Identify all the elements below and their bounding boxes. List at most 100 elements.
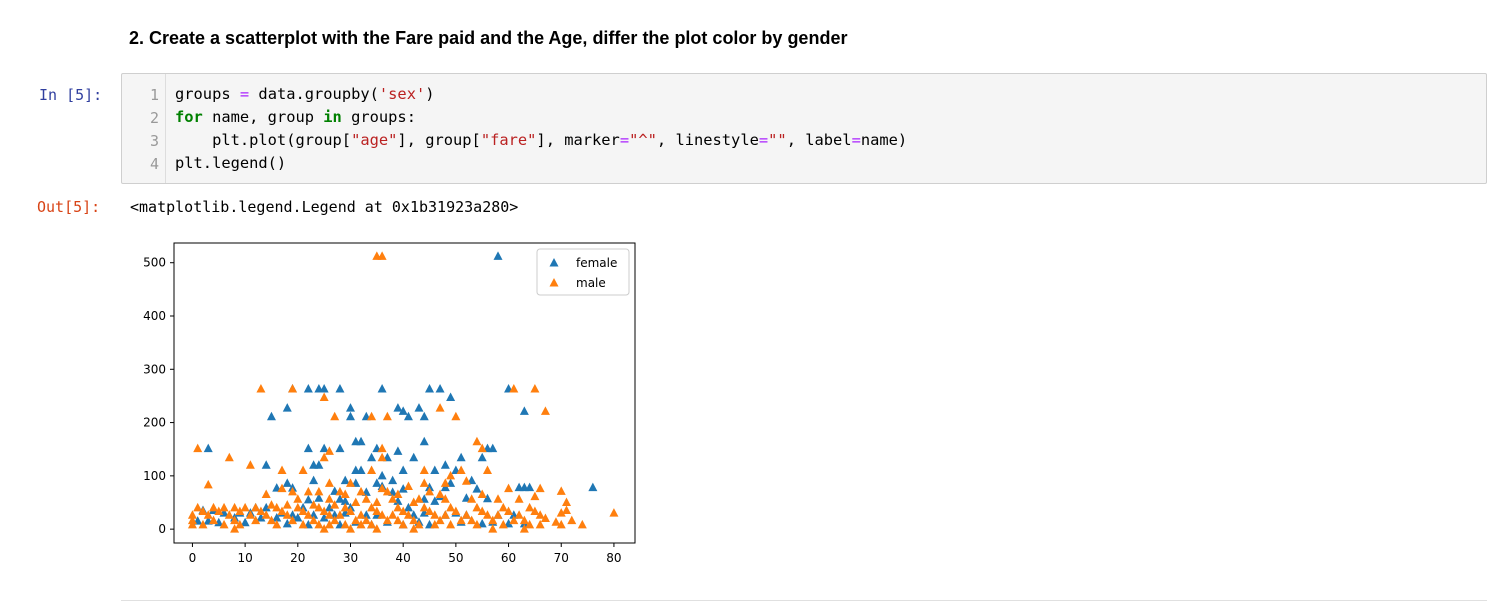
male-point xyxy=(224,452,234,462)
male-point xyxy=(440,510,450,519)
male-point xyxy=(530,384,540,393)
male-point xyxy=(330,500,340,509)
female-point xyxy=(335,384,345,393)
male-point xyxy=(488,515,498,525)
male-point xyxy=(293,494,303,503)
male-point xyxy=(319,506,329,516)
male-point xyxy=(382,486,392,496)
male-point xyxy=(266,500,276,509)
code-token: "age" xyxy=(351,131,398,149)
male-point xyxy=(562,497,572,507)
male-point xyxy=(319,452,329,462)
female-point xyxy=(319,512,329,522)
male-point xyxy=(525,519,535,529)
male-point xyxy=(535,483,545,493)
male-point xyxy=(493,510,503,519)
male-point xyxy=(498,519,508,529)
scatter-plot: 0 10 20 30 40 50 60 70 80 0 100 200 300 400 500 female… xyxy=(143,242,636,565)
male-point xyxy=(403,481,413,491)
female-point xyxy=(403,411,413,421)
x-tick-label: 50 xyxy=(448,551,463,565)
legend: female male xyxy=(536,248,630,296)
male-point xyxy=(504,483,514,493)
legend-marker-male xyxy=(549,278,559,287)
markdown-heading: 2. Create a scatterplot with the Fare pa… xyxy=(129,28,848,48)
male-point xyxy=(340,519,350,529)
male-point xyxy=(477,506,487,516)
y-tick-label: 400 xyxy=(143,309,166,323)
male-point xyxy=(472,519,482,529)
y-tick-label: 500 xyxy=(143,256,166,270)
female-point xyxy=(456,452,466,462)
male-point xyxy=(314,502,324,512)
male-point xyxy=(477,443,487,453)
female-point xyxy=(335,443,345,453)
male-point xyxy=(214,506,224,516)
female-point xyxy=(282,403,292,412)
female-point xyxy=(351,436,361,446)
female-point xyxy=(525,482,535,492)
axis-ticks: 0 10 20 30 40 50 60 70 80 0 100 200 300 400 500 xyxy=(143,256,621,565)
male-point xyxy=(372,524,382,533)
x-tick-label: 30 xyxy=(343,551,358,565)
female-point xyxy=(203,443,213,453)
male-point xyxy=(461,510,471,519)
code-line-3[interactable]: plt.plot(group["age"], group["fare"], ma… xyxy=(175,131,907,149)
male-point xyxy=(314,519,324,529)
male-point xyxy=(367,519,377,529)
male-point xyxy=(540,406,550,415)
male-point xyxy=(309,500,319,509)
male-point xyxy=(288,515,298,525)
female-point xyxy=(440,482,450,492)
male-point xyxy=(504,506,514,516)
male-point xyxy=(398,506,408,516)
male-point xyxy=(556,508,566,517)
female-point xyxy=(425,482,435,492)
female-point xyxy=(261,502,271,512)
legend-label-female: female xyxy=(576,256,617,270)
male-point xyxy=(251,502,261,512)
code-line-4[interactable]: plt.legend() xyxy=(175,154,286,172)
x-tick-label: 40 xyxy=(396,551,411,565)
male-point xyxy=(377,443,387,453)
female-point xyxy=(419,411,429,421)
male-point xyxy=(256,506,266,516)
male-point xyxy=(219,502,229,512)
code-token: name) xyxy=(860,131,908,149)
male-point xyxy=(419,502,429,512)
male-point xyxy=(467,494,477,503)
female-point xyxy=(261,460,271,469)
y-tick-label: 200 xyxy=(143,416,166,430)
male-point xyxy=(330,515,340,525)
male-point xyxy=(414,494,424,503)
code-token: plt.plot(group[ xyxy=(175,131,352,149)
male-point xyxy=(261,489,271,499)
male-point xyxy=(187,510,197,519)
female-point xyxy=(493,251,503,260)
male-point xyxy=(456,465,466,475)
code-token: "" xyxy=(768,131,787,149)
female-point xyxy=(314,493,324,502)
male-point xyxy=(277,465,287,475)
male-point xyxy=(340,489,350,499)
male-point xyxy=(451,411,461,421)
male-point xyxy=(235,519,245,529)
male-point xyxy=(472,436,482,446)
male-point xyxy=(519,524,529,533)
male-point xyxy=(530,491,540,501)
female-point xyxy=(398,484,408,493)
male-point xyxy=(577,519,587,529)
code-line-2[interactable]: for name, group in groups: xyxy=(175,108,416,126)
male-point xyxy=(551,517,561,526)
male-point xyxy=(209,515,219,525)
male-point xyxy=(240,502,250,512)
code-cell[interactable]: 1 2 3 4 groups = data.groupby('sex') for… xyxy=(121,73,1487,184)
male-point xyxy=(303,510,313,519)
female-point xyxy=(477,518,487,528)
male-point xyxy=(488,524,498,533)
male-point xyxy=(298,506,308,516)
male-point xyxy=(477,489,487,499)
male-point xyxy=(425,486,435,496)
code-token: plt.legend() xyxy=(175,154,287,172)
code-line-1[interactable]: groups = data.groupby('sex') xyxy=(175,85,435,103)
